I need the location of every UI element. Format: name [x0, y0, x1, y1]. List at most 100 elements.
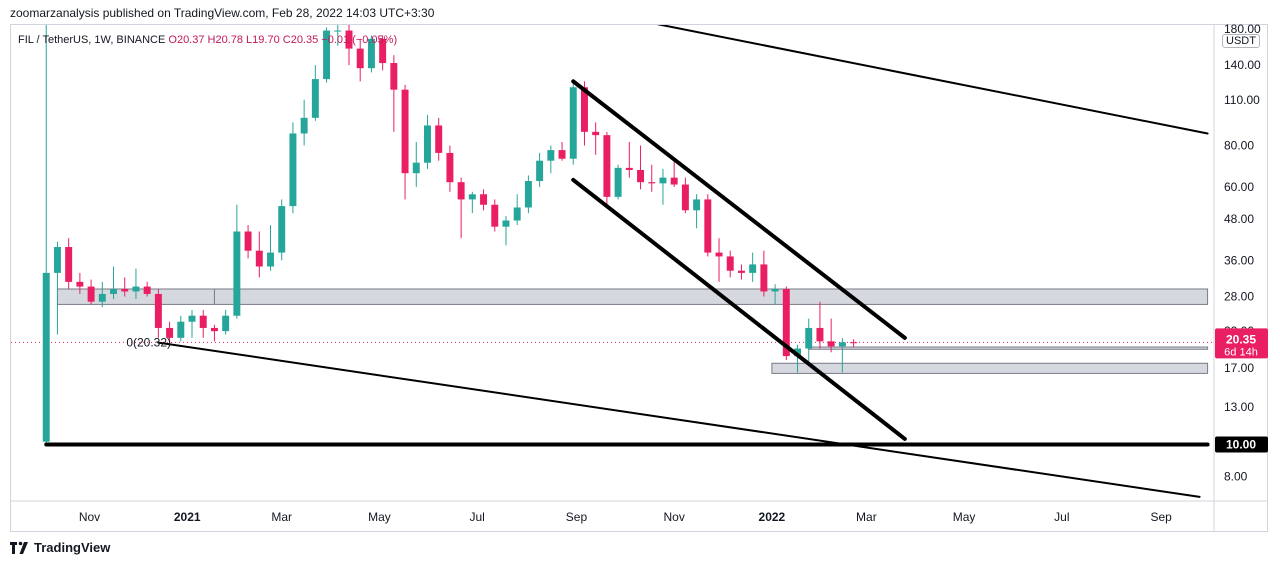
x-tick-label: Mar: [271, 510, 292, 524]
horizontal-zone[interactable]: [771, 362, 1209, 374]
chart-frame: [10, 24, 1268, 532]
candle-body[interactable]: [850, 342, 858, 344]
candle-body[interactable]: [424, 125, 431, 163]
candle-body[interactable]: [65, 247, 73, 282]
candle-body[interactable]: [132, 286, 140, 292]
y-tick-label: 36.00: [1224, 253, 1254, 267]
candle-body[interactable]: [233, 231, 241, 316]
x-tick-label: Mar: [856, 510, 877, 524]
candle-body[interactable]: [491, 204, 499, 227]
candle-body[interactable]: [536, 160, 544, 182]
candle-body[interactable]: [704, 199, 712, 253]
candle-body[interactable]: [524, 181, 532, 208]
candle-body[interactable]: [210, 327, 218, 332]
trendline-channel-top-narrow[interactable]: [571, 79, 907, 340]
x-tick-label: 2022: [759, 510, 786, 524]
publisher-line: zoomarzanalysis published on TradingView…: [10, 6, 435, 20]
candle-body[interactable]: [681, 184, 689, 211]
candle-body[interactable]: [222, 315, 230, 332]
candle-body[interactable]: [53, 247, 61, 273]
candle-body[interactable]: [771, 288, 779, 292]
candle-body[interactable]: [659, 177, 667, 184]
candle-body[interactable]: [569, 87, 577, 159]
key-level-tag: [1215, 436, 1268, 453]
candle-body[interactable]: [502, 220, 510, 227]
candle-body[interactable]: [367, 38, 375, 69]
candle-body[interactable]: [110, 288, 117, 294]
price-unit-button[interactable]: USDT: [1222, 34, 1260, 48]
candle-body[interactable]: [267, 252, 274, 267]
candle-body[interactable]: [592, 131, 600, 136]
candle-body[interactable]: [311, 79, 319, 118]
candle-body[interactable]: [468, 194, 476, 200]
candle-body[interactable]: [300, 117, 308, 134]
candle-body[interactable]: [166, 327, 174, 338]
candle-body[interactable]: [637, 169, 645, 183]
candle-body[interactable]: [42, 272, 50, 442]
candle-body[interactable]: [98, 293, 106, 302]
candle-body[interactable]: [625, 167, 633, 170]
candle-body[interactable]: [199, 315, 207, 328]
candle-body[interactable]: [87, 286, 95, 302]
candle-body[interactable]: [838, 342, 846, 347]
candle-body[interactable]: [513, 207, 521, 221]
candle-body[interactable]: [289, 133, 297, 207]
candle-body[interactable]: [121, 288, 129, 292]
candle-body[interactable]: [558, 150, 566, 159]
trendline-channel-bottom-wide[interactable]: [157, 341, 1201, 498]
candle-body[interactable]: [480, 194, 488, 205]
candle-body[interactable]: [715, 252, 723, 257]
candle-body[interactable]: [334, 30, 342, 32]
tradingview-logo-icon: [10, 541, 28, 554]
fib-level-label: 0(20.32): [126, 336, 171, 350]
horizontal-zone[interactable]: [808, 346, 1209, 350]
candle-body[interactable]: [805, 327, 813, 349]
y-tick-label: 48.00: [1224, 212, 1254, 226]
candle-body[interactable]: [143, 286, 151, 294]
candle-body[interactable]: [255, 250, 263, 267]
current-price-tag: [1215, 328, 1268, 359]
candle-body[interactable]: [693, 199, 701, 211]
candle-body[interactable]: [603, 135, 611, 197]
candle-body[interactable]: [816, 327, 824, 342]
key-level-label: 10.00: [1226, 438, 1256, 452]
candle-body[interactable]: [547, 150, 555, 161]
current-price-label: 20.35: [1226, 332, 1256, 346]
candle-body[interactable]: [446, 152, 454, 183]
candle-body[interactable]: [76, 281, 84, 287]
candle-body[interactable]: [188, 315, 196, 322]
candle-body[interactable]: [401, 89, 409, 174]
candle-body[interactable]: [614, 167, 622, 197]
candle-body[interactable]: [760, 264, 768, 292]
candle-body[interactable]: [782, 288, 790, 357]
candle-body[interactable]: [737, 270, 745, 273]
candle-body[interactable]: [323, 30, 331, 80]
trendline-channel-top-wide[interactable]: [362, 0, 1209, 135]
footer-brand-label: TradingView: [34, 540, 111, 555]
candle-body[interactable]: [356, 48, 364, 69]
candle-body[interactable]: [244, 231, 252, 251]
candle-body[interactable]: [154, 293, 162, 328]
candle-body[interactable]: [412, 162, 420, 174]
candle-body[interactable]: [794, 348, 801, 357]
y-tick-label: 80.00: [1224, 139, 1254, 153]
candle-body[interactable]: [379, 38, 387, 64]
candle-body[interactable]: [827, 341, 835, 347]
x-tick-label: May: [953, 510, 976, 524]
candle-body[interactable]: [580, 87, 588, 132]
candle-body[interactable]: [457, 182, 465, 200]
horizontal-zone[interactable]: [56, 288, 1209, 305]
candle-body[interactable]: [390, 63, 398, 90]
candle-body[interactable]: [345, 30, 353, 49]
candle-body[interactable]: [177, 321, 185, 338]
candle-body[interactable]: [648, 182, 656, 184]
candle-body[interactable]: [435, 125, 443, 153]
candle-body[interactable]: [749, 264, 757, 273]
footer-brand[interactable]: TradingView: [10, 540, 110, 555]
trendline-channel-bottom-narrow[interactable]: [571, 177, 907, 441]
candle-body[interactable]: [278, 206, 286, 253]
x-tick-label: Jul: [469, 510, 484, 524]
candle-body[interactable]: [726, 256, 734, 271]
candle-body[interactable]: [670, 177, 678, 185]
